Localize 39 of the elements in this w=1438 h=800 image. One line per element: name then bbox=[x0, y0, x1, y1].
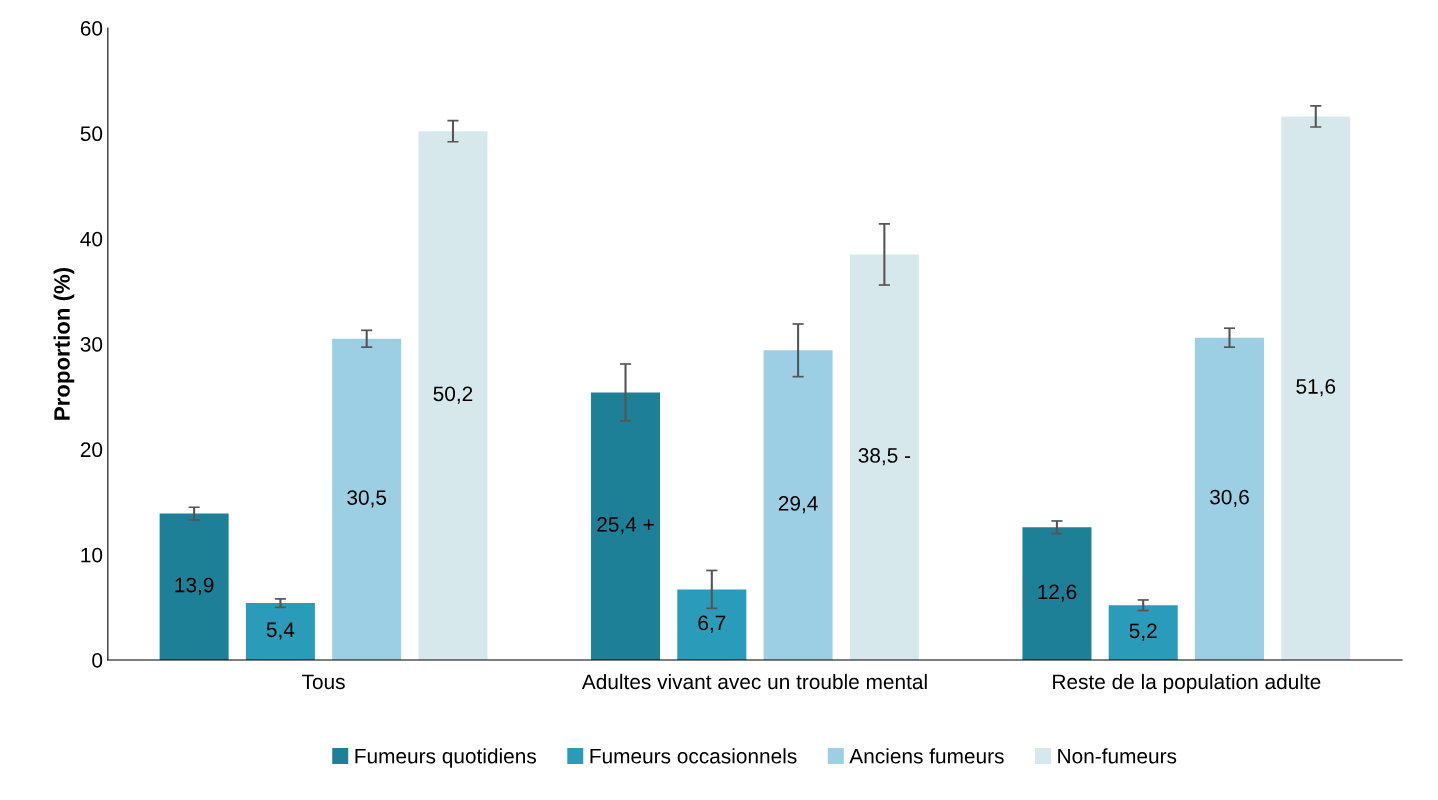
x-tick-label: Reste de la population adulte bbox=[1053, 673, 1321, 694]
bar bbox=[763, 350, 833, 660]
bar bbox=[1022, 527, 1092, 660]
data-label: 5,4 bbox=[266, 622, 295, 640]
bar bbox=[1194, 337, 1264, 660]
bar bbox=[245, 603, 315, 660]
bar bbox=[159, 513, 229, 660]
y-tick-label: 20 bbox=[80, 442, 103, 458]
data-label: 6,7 bbox=[698, 615, 726, 633]
data-label: 38,5 - bbox=[858, 448, 911, 466]
data-label: 29,4 bbox=[778, 496, 818, 514]
data-label: 13,9 bbox=[175, 577, 214, 595]
bar bbox=[677, 589, 747, 660]
y-axis-title: Proportion (%) bbox=[53, 267, 75, 420]
bar bbox=[1108, 605, 1178, 660]
y-tick-label: 40 bbox=[80, 231, 103, 247]
bar bbox=[332, 338, 402, 660]
data-label: 5,2 bbox=[1129, 623, 1157, 641]
legend-label: Fumeurs quotidiens bbox=[355, 748, 536, 768]
legend-label: Non-fumeurs bbox=[1058, 748, 1177, 764]
data-label: 51,6 bbox=[1296, 379, 1336, 397]
data-label: 25,4 + bbox=[597, 517, 654, 535]
y-tick-label: 0 bbox=[92, 653, 103, 668]
y-tick-label: 60 bbox=[80, 21, 103, 36]
data-label: 30,6 bbox=[1210, 489, 1249, 507]
x-tick-label: Tous bbox=[302, 674, 345, 690]
legend-label: Anciens fumeurs bbox=[849, 748, 1004, 764]
data-label: 12,6 bbox=[1038, 584, 1077, 602]
y-tick-label: 50 bbox=[80, 126, 103, 142]
bar bbox=[1281, 116, 1351, 660]
bar bbox=[591, 392, 661, 660]
legend-label: Fumeurs occasionnels bbox=[590, 748, 797, 764]
bar bbox=[849, 254, 919, 660]
x-tick-label: Adultes vivant avec un trouble mental bbox=[581, 673, 927, 690]
data-label: 30,5 bbox=[347, 490, 387, 508]
data-label: 50,2 bbox=[433, 386, 473, 404]
y-tick-label: 30 bbox=[80, 337, 103, 352]
y-tick-label: 10 bbox=[81, 547, 103, 563]
bar bbox=[418, 131, 488, 660]
